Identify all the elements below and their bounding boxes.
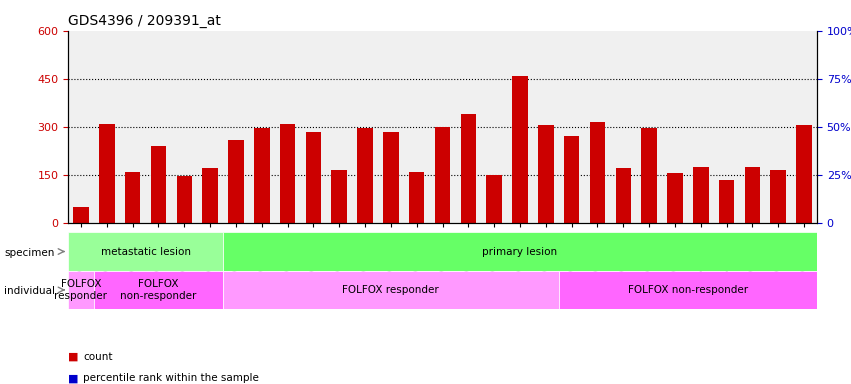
Bar [99,124,115,223]
Bar [615,168,631,223]
Text: primary lesion: primary lesion [483,247,557,257]
Bar [280,124,295,223]
Bar [306,131,321,223]
Text: specimen: specimen [4,248,54,258]
FancyBboxPatch shape [559,271,817,309]
Bar [667,173,683,223]
Text: FOLFOX non-responder: FOLFOX non-responder [628,285,748,295]
Bar [125,172,140,223]
Bar [797,125,812,223]
Bar [538,125,553,223]
Bar [642,128,657,223]
Bar [590,122,605,223]
Text: count: count [83,352,113,362]
Text: individual: individual [4,286,55,296]
Bar [409,172,425,223]
Bar [719,180,734,223]
Text: FOLFOX
responder: FOLFOX responder [54,279,107,301]
Bar [73,207,89,223]
Text: ■: ■ [68,352,78,362]
Bar [203,168,218,223]
Bar [176,176,192,223]
Text: GDS4396 / 209391_at: GDS4396 / 209391_at [68,14,221,28]
FancyBboxPatch shape [68,271,94,309]
Bar [564,136,580,223]
Bar [332,170,347,223]
FancyBboxPatch shape [68,232,223,271]
Text: FOLFOX responder: FOLFOX responder [342,285,439,295]
Text: ■: ■ [68,373,78,383]
Bar [487,175,502,223]
Bar [460,114,476,223]
Bar [435,127,450,223]
FancyBboxPatch shape [223,271,559,309]
Text: metastatic lesion: metastatic lesion [100,247,191,257]
Bar [357,128,373,223]
FancyBboxPatch shape [94,271,223,309]
Text: FOLFOX
non-responder: FOLFOX non-responder [120,279,197,301]
Bar [383,131,398,223]
Bar [745,167,760,223]
Bar [228,139,243,223]
Bar [512,76,528,223]
Text: percentile rank within the sample: percentile rank within the sample [83,373,260,383]
FancyBboxPatch shape [223,232,817,271]
Bar [151,146,166,223]
Bar [770,170,786,223]
Bar [693,167,709,223]
Bar [254,128,270,223]
